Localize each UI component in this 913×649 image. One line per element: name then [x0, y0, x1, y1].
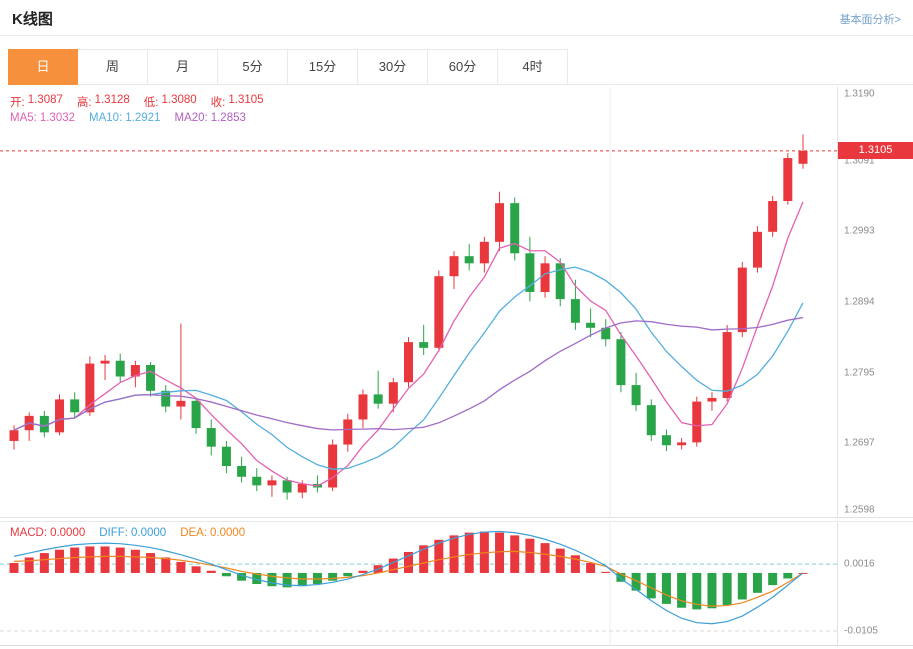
legend-value: 1.3128 — [94, 94, 130, 106]
axis-label: 1.3190 — [844, 88, 875, 100]
ma-legend: MA5: 1.3032 MA10: 1.2921 MA20: 1.2853 — [10, 112, 246, 124]
legend-label: 开: — [10, 97, 25, 109]
macd-bars — [9, 531, 808, 610]
ma10-legend: MA10: 1.2921 — [89, 112, 160, 124]
ohlc-low: 低: 1.3080 — [144, 94, 197, 110]
tab-month[interactable]: 月 — [148, 49, 218, 85]
legend-label: MA10: — [89, 112, 123, 124]
tab-60min[interactable]: 60分 — [428, 49, 498, 85]
axis-label: -0.0105 — [844, 625, 878, 637]
legend-value: 0.0000 — [210, 527, 246, 539]
tabs-filler — [568, 49, 913, 85]
macd-axis: 0.0016 -0.0105 — [837, 522, 913, 646]
ohlc-close: 收: 1.3105 — [211, 94, 264, 110]
tab-day[interactable]: 日 — [8, 49, 78, 85]
ohlc-open: 开: 1.3087 — [10, 94, 63, 110]
axis-label: 1.2795 — [844, 367, 875, 379]
candles — [9, 134, 808, 500]
tab-4hour[interactable]: 4时 — [498, 49, 568, 85]
ohlc-high: 高: 1.3128 — [77, 94, 130, 110]
macd-value: MACD: 0.0000 — [10, 527, 85, 539]
ohlc-legend: 开: 1.3087 高: 1.3128 低: 1.3080 收: 1.3105 — [10, 94, 264, 110]
legend-label: 低: — [143, 97, 159, 109]
axis-label: 1.2894 — [844, 296, 875, 308]
fundamental-analysis-link[interactable]: 基本面分析> — [839, 13, 901, 26]
axis-label: 1.3091 — [844, 155, 875, 167]
tab-30min[interactable]: 30分 — [358, 49, 428, 85]
legend-value: 1.3080 — [161, 94, 197, 106]
legend-value: 1.3105 — [228, 94, 264, 106]
legend-value: 0.0000 — [131, 527, 167, 539]
macd-legend: MACD: 0.0000 DIFF: 0.0000 DEA: 0.0000 — [10, 527, 245, 539]
current-price-badge: 1.3105 — [838, 141, 913, 159]
ma20-legend: MA20: 1.2853 — [174, 112, 245, 124]
header: K线图 基本面分析> — [0, 0, 913, 36]
legend-value: 1.3032 — [39, 112, 76, 124]
legend-value: 1.2921 — [125, 112, 161, 124]
candlestick-chart[interactable] — [0, 87, 837, 517]
interval-tabs: 日 周 月 5分 15分 30分 60分 4时 — [8, 49, 913, 85]
candlestick-panel: 开: 1.3087 高: 1.3128 低: 1.3080 收: 1.3105 MA5:… — [0, 87, 913, 518]
main-price-axis: 1.3190 1.3091 1.2993 1.2894 1.2795 1.2697 1.25… — [837, 87, 913, 518]
legend-value: 1.2853 — [210, 112, 246, 124]
legend-label: DIFF: — [99, 527, 128, 539]
legend-label: MACD: — [10, 527, 48, 539]
tab-15min[interactable]: 15分 — [288, 49, 358, 85]
axis-label: 0.0016 — [844, 558, 875, 570]
chart-area: 开: 1.3087 高: 1.3128 低: 1.3080 收: 1.3105 MA5:… — [0, 87, 913, 646]
ma5-legend: MA5: 1.3032 — [10, 112, 75, 124]
tab-week[interactable]: 周 — [78, 49, 148, 85]
legend-label: DEA: — [180, 527, 208, 539]
legend-label: 收: — [210, 97, 226, 109]
legend-value: 1.3087 — [27, 94, 63, 106]
diff-value: DIFF: 0.0000 — [99, 527, 166, 539]
macd-lines — [13, 530, 804, 625]
macd-panel: MACD: 0.0000 DIFF: 0.0000 DEA: 0.0000 0.001… — [0, 521, 913, 646]
legend-value: 0.0000 — [50, 527, 86, 539]
legend-label: MA5: — [10, 112, 37, 124]
axis-label: 1.2598 — [844, 504, 875, 516]
dea-value: DEA: 0.0000 — [180, 527, 245, 539]
ma-lines — [13, 201, 804, 487]
page-title: K线图 — [12, 11, 53, 28]
tab-5min[interactable]: 5分 — [218, 49, 288, 85]
legend-label: 高: — [76, 97, 92, 109]
legend-label: MA20: — [174, 112, 208, 124]
axis-label: 1.2993 — [844, 225, 875, 237]
macd-chart[interactable] — [0, 522, 837, 646]
axis-label: 1.2697 — [844, 437, 875, 449]
